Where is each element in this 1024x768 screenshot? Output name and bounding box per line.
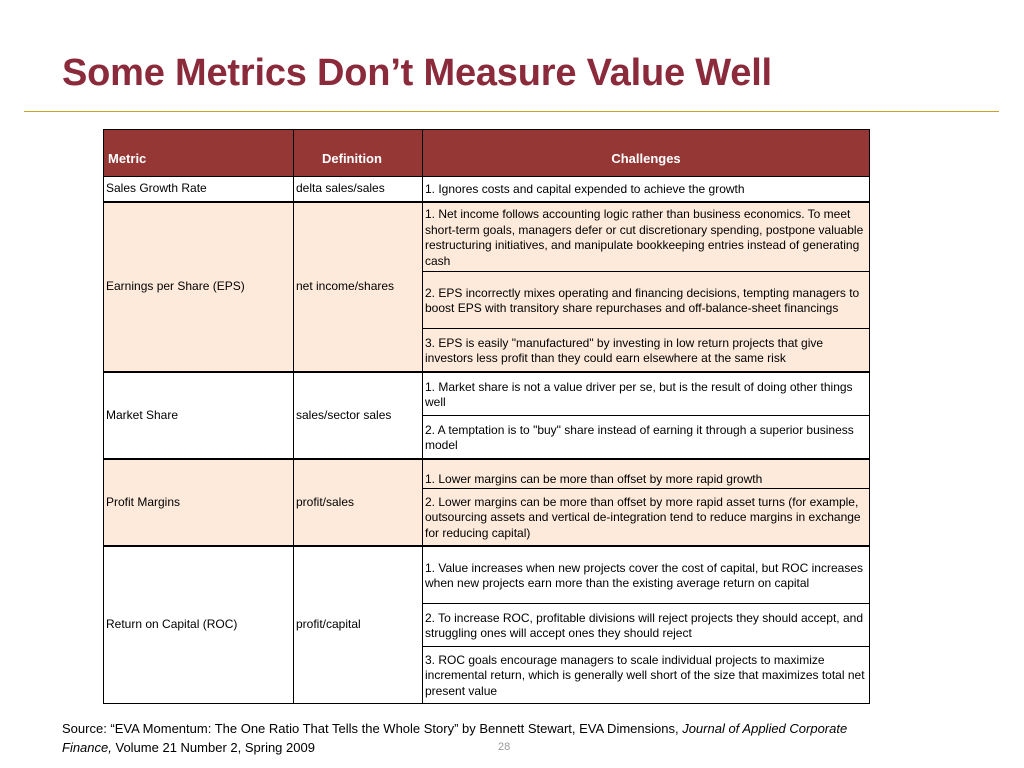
- definition-cell: net income/shares: [293, 201, 423, 373]
- challenge-cell: 2. Lower margins can be more than offset…: [422, 488, 870, 547]
- metric-cell: Earnings per Share (EPS): [103, 201, 294, 373]
- challenge-cell: 1. Market share is not a value driver pe…: [422, 371, 870, 416]
- table-row: 3. ROC goals encourage managers to scale…: [104, 646, 870, 704]
- table-row: 3. EPS is easily "manufactured" by inves…: [104, 328, 870, 373]
- challenge-cell: 3. ROC goals encourage managers to scale…: [422, 646, 870, 704]
- challenge-cell: 1. Value increases when new projects cov…: [422, 545, 870, 604]
- source-prefix: Source: “EVA Momentum: The One Ratio Tha…: [62, 721, 683, 736]
- table-row: 2. Lower margins can be more than offset…: [104, 488, 870, 547]
- title-divider: [24, 111, 999, 112]
- table-row: Profit Margins profit/sales 1. Lower mar…: [103, 458, 870, 547]
- table-row: Return on Capital (ROC) profit/capital 1…: [103, 545, 870, 704]
- table-header-row: Metric Definition Challenges: [103, 129, 870, 177]
- page-number: 28: [498, 741, 511, 753]
- table-row: 2. A temptation is to "buy" share instea…: [104, 415, 870, 460]
- table-row: Market Share sales/sector sales 1. Marke…: [103, 371, 870, 460]
- table-row: 2. To increase ROC, profitable divisions…: [104, 603, 870, 647]
- challenge-cell: 2. To increase ROC, profitable divisions…: [422, 603, 870, 647]
- definition-cell: delta sales/sales: [293, 176, 423, 203]
- source-suffix: Volume 21 Number 2, Spring 2009: [111, 740, 315, 755]
- table-row: Earnings per Share (EPS) net income/shar…: [103, 201, 870, 373]
- table-row: 2. EPS incorrectly mixes operating and f…: [104, 271, 870, 329]
- challenge-cell: 1. Ignores costs and capital expended to…: [422, 176, 870, 203]
- challenge-cell: 3. EPS is easily "manufactured" by inves…: [422, 328, 870, 373]
- challenge-cell: 1. Lower margins can be more than offset…: [422, 458, 870, 489]
- metric-cell: Profit Margins: [103, 458, 294, 547]
- challenge-cell: 2. A temptation is to "buy" share instea…: [422, 415, 870, 460]
- source-journal: Journal of Applied Corporate Finance,: [62, 721, 848, 755]
- header-metric: Metric: [103, 129, 294, 177]
- challenge-cell: 1. Net income follows accounting logic r…: [422, 201, 870, 272]
- definition-cell: profit/capital: [293, 545, 423, 704]
- definition-cell: profit/sales: [293, 458, 423, 547]
- metric-cell: Return on Capital (ROC): [103, 545, 294, 704]
- challenge-cell: 2. EPS incorrectly mixes operating and f…: [422, 271, 870, 329]
- source-citation: Source: “EVA Momentum: The One Ratio Tha…: [62, 719, 882, 757]
- header-challenges: Challenges: [422, 129, 870, 177]
- metric-cell: Sales Growth Rate: [103, 176, 294, 203]
- metrics-table: Metric Definition Challenges Sales Growt…: [103, 129, 870, 704]
- slide-title: Some Metrics Don’t Measure Value Well: [62, 52, 772, 94]
- definition-cell: sales/sector sales: [293, 371, 423, 460]
- table-row: Sales Growth Rate delta sales/sales 1. I…: [103, 176, 870, 203]
- metric-cell: Market Share: [103, 371, 294, 460]
- header-definition: Definition: [293, 129, 423, 177]
